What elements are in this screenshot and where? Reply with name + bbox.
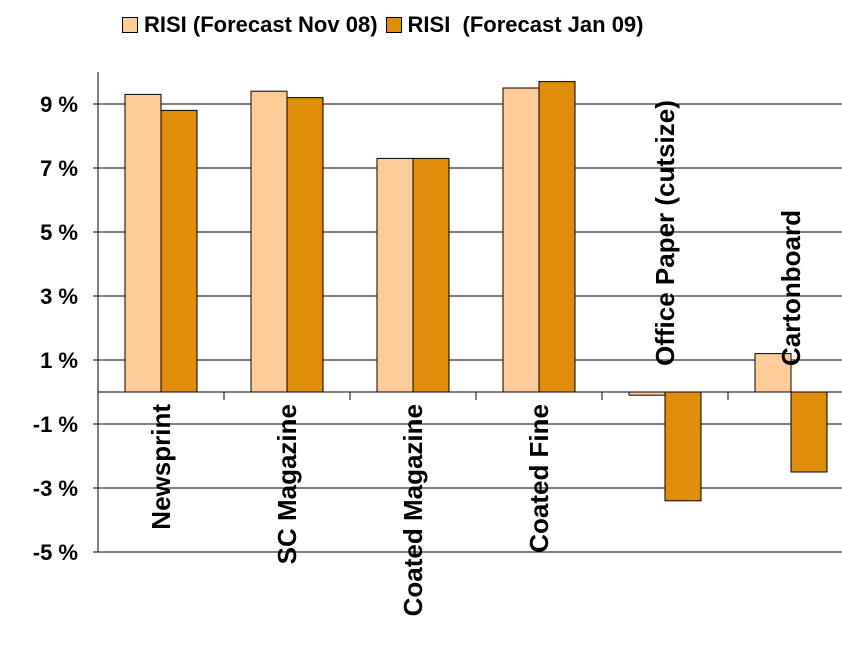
legend-item-nov08: RISI (Forecast Nov 08) — [122, 12, 378, 38]
y-tick-label: 3 % — [40, 284, 78, 309]
y-tick-label: 9 % — [40, 92, 78, 117]
bar — [376, 157, 414, 393]
y-tick-label: 1 % — [40, 348, 78, 373]
x-category-label: Newsprint — [146, 404, 176, 530]
legend-item-jan09: RISI (Forecast Jan 09) — [385, 12, 644, 38]
legend-label-nov08: RISI (Forecast Nov 08) — [144, 12, 378, 37]
x-category-label: SC Magazine — [272, 404, 302, 564]
x-category-label: Office Paper (cutsize) — [650, 100, 680, 366]
legend-swatch-nov08 — [122, 17, 138, 33]
bar — [502, 87, 540, 393]
bar — [754, 353, 792, 393]
y-tick-label: 7 % — [40, 156, 78, 181]
y-tick-label: -1 % — [33, 412, 78, 437]
y-tick-label: -5 % — [33, 540, 78, 565]
y-tick-label: -3 % — [33, 476, 78, 501]
bar — [790, 391, 828, 473]
bar — [286, 97, 324, 393]
y-tick-label: 5 % — [40, 220, 78, 245]
x-category-label: Coated Magazine — [398, 404, 428, 616]
x-category-label: Cartonboard — [776, 210, 806, 366]
legend-label-jan09: RISI (Forecast Jan 09) — [407, 12, 644, 37]
x-category-label: Coated Fine — [524, 404, 554, 553]
bar — [664, 391, 702, 502]
bar — [538, 81, 576, 393]
bar — [250, 90, 288, 393]
bar — [124, 93, 162, 393]
bar — [412, 157, 450, 393]
bar — [160, 109, 198, 393]
chart-legend: RISI (Forecast Nov 08) RISI (Forecast Ja… — [122, 12, 652, 38]
legend-swatch-jan09 — [385, 17, 402, 33]
